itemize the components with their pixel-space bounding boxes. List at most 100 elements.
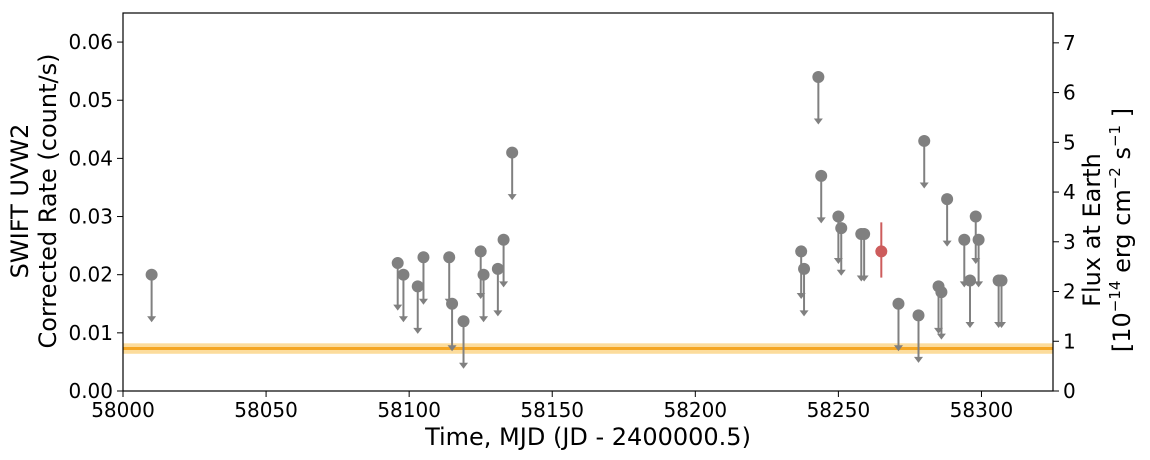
y-tick-label: 0.00 xyxy=(68,379,113,403)
upper-limit-marker xyxy=(497,233,510,246)
detection-point xyxy=(875,222,888,278)
upper-limit-point xyxy=(958,233,971,288)
y-axis-ticks: 0.00 0.01 0.02 0.03 0.04 0.05 0.06 xyxy=(68,30,123,403)
upper-limit-arrowhead xyxy=(493,310,503,317)
upper-limit-marker xyxy=(835,222,848,235)
y2-tick-label: 3 xyxy=(1063,230,1076,254)
upper-limit-point xyxy=(477,268,490,323)
y2-label-exponent: −2 xyxy=(1106,167,1124,189)
upper-limit-point xyxy=(446,297,459,352)
upper-limit-arrowhead xyxy=(893,345,903,352)
upper-limit-point xyxy=(145,268,158,323)
x-tick-label: 58250 xyxy=(807,398,871,422)
upper-limit-point xyxy=(912,309,925,363)
upper-limit-point xyxy=(941,193,954,247)
upper-limit-arrowhead xyxy=(859,275,869,282)
upper-limit-point xyxy=(443,251,456,305)
y2-tick-label: 1 xyxy=(1063,329,1076,353)
x-tick-label: 58000 xyxy=(91,398,155,422)
upper-limit-point xyxy=(935,286,948,340)
upper-limit-arrowhead xyxy=(816,217,826,224)
upper-limit-marker xyxy=(935,286,948,299)
upper-limit-arrowhead xyxy=(418,298,428,305)
y2-tick-label: 7 xyxy=(1063,31,1076,55)
upper-limit-arrowhead xyxy=(479,316,489,323)
upper-limit-arrowhead xyxy=(974,281,984,288)
upper-limit-point xyxy=(798,262,811,317)
y-tick-label: 0.05 xyxy=(68,88,113,112)
y-tick-label: 0.06 xyxy=(68,30,113,54)
y2-label-exponent: −14 xyxy=(1106,281,1124,313)
upper-limit-point xyxy=(964,274,977,329)
upper-limit-arrowhead xyxy=(393,304,403,311)
upper-limit-marker xyxy=(446,297,459,310)
upper-limit-point xyxy=(918,134,931,189)
upper-limit-marker xyxy=(391,257,404,270)
upper-limit-arrowhead xyxy=(147,316,157,323)
upper-limit-point xyxy=(397,268,410,323)
upper-limit-marker xyxy=(858,227,871,240)
upper-limit-point xyxy=(972,233,985,288)
upper-limit-marker xyxy=(964,274,977,287)
upper-limit-marker xyxy=(972,233,985,246)
y2-label-part: ] xyxy=(1108,108,1136,125)
upper-limit-arrowhead xyxy=(836,269,846,276)
upper-limit-marker xyxy=(995,274,1008,287)
data-points xyxy=(145,70,1008,369)
upper-limit-point xyxy=(835,222,848,276)
y-axis-label-line2: Corrected Rate (count/s) xyxy=(34,54,62,349)
upper-limit-arrowhead xyxy=(398,316,408,323)
y-tick-label: 0.03 xyxy=(68,205,113,229)
upper-limit-point xyxy=(815,169,828,224)
y2-tick-label: 5 xyxy=(1063,130,1076,154)
upper-limit-marker xyxy=(443,251,456,264)
upper-limit-point xyxy=(391,257,404,311)
upper-limit-arrowhead xyxy=(507,194,517,201)
upper-limit-marker xyxy=(491,262,504,275)
y-axis-label: SWIFT UVW2 Corrected Rate (count/s) xyxy=(6,54,62,349)
upper-limit-marker xyxy=(815,169,828,182)
upper-limit-marker xyxy=(795,245,808,258)
upper-limit-point xyxy=(497,233,510,288)
upper-limit-marker xyxy=(918,134,931,147)
upper-limit-arrowhead xyxy=(799,310,809,317)
y2-tick-label: 4 xyxy=(1063,180,1076,204)
upper-limit-arrowhead xyxy=(919,182,929,189)
x-tick-label: 58300 xyxy=(950,398,1014,422)
x-tick-label: 58100 xyxy=(377,398,441,422)
detection-marker xyxy=(875,245,888,258)
upper-limit-marker xyxy=(798,262,811,275)
x-tick-label: 58150 xyxy=(520,398,584,422)
upper-limit-arrowhead xyxy=(459,362,469,369)
upper-limit-arrowhead xyxy=(914,356,924,363)
x-tick-label: 58200 xyxy=(663,398,727,422)
upper-limit-arrowhead xyxy=(942,240,952,247)
upper-limit-arrowhead xyxy=(996,322,1006,329)
y-axis-label-line1: SWIFT UVW2 xyxy=(6,124,34,279)
y2-label-part: s xyxy=(1108,147,1136,167)
y2-tick-label: 0 xyxy=(1063,379,1076,403)
upper-limit-arrowhead xyxy=(936,333,946,340)
upper-limit-marker xyxy=(958,233,971,246)
upper-limit-arrowhead xyxy=(413,327,423,334)
y-tick-label: 0.02 xyxy=(68,263,113,287)
y-tick-label: 0.01 xyxy=(68,321,113,345)
upper-limit-point xyxy=(812,70,825,125)
upper-limit-point xyxy=(995,274,1008,329)
y2-label-exponent: −1 xyxy=(1106,125,1124,147)
upper-limit-marker xyxy=(417,251,430,264)
y2-label-part: [10 xyxy=(1108,312,1136,352)
upper-limit-point xyxy=(417,251,430,305)
x-tick-label: 58050 xyxy=(234,398,298,422)
upper-limit-arrowhead xyxy=(447,345,457,352)
upper-limit-point xyxy=(832,210,845,265)
y2-axis-ticks: 0 1 2 3 4 5 6 7 xyxy=(1053,31,1076,403)
y2-tick-label: 2 xyxy=(1063,280,1076,304)
upper-limit-marker xyxy=(477,268,490,281)
upper-limit-marker xyxy=(457,315,470,328)
y2-axis-label: Flux at Earth [10−14 erg cm−2 s−1 ] xyxy=(1078,108,1136,352)
upper-limit-marker xyxy=(912,309,925,322)
upper-limit-point xyxy=(858,227,871,282)
upper-limit-point xyxy=(506,146,519,201)
